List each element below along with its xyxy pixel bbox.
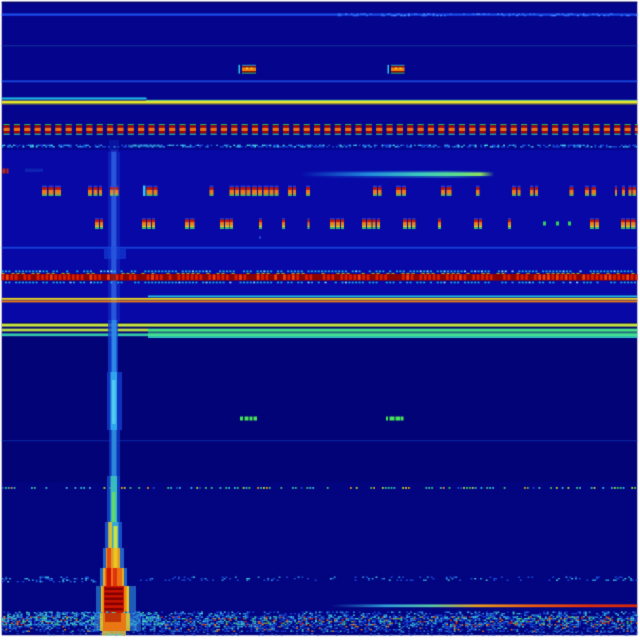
spectrogram-image (0, 0, 640, 640)
spectrogram-canvas (0, 0, 640, 640)
